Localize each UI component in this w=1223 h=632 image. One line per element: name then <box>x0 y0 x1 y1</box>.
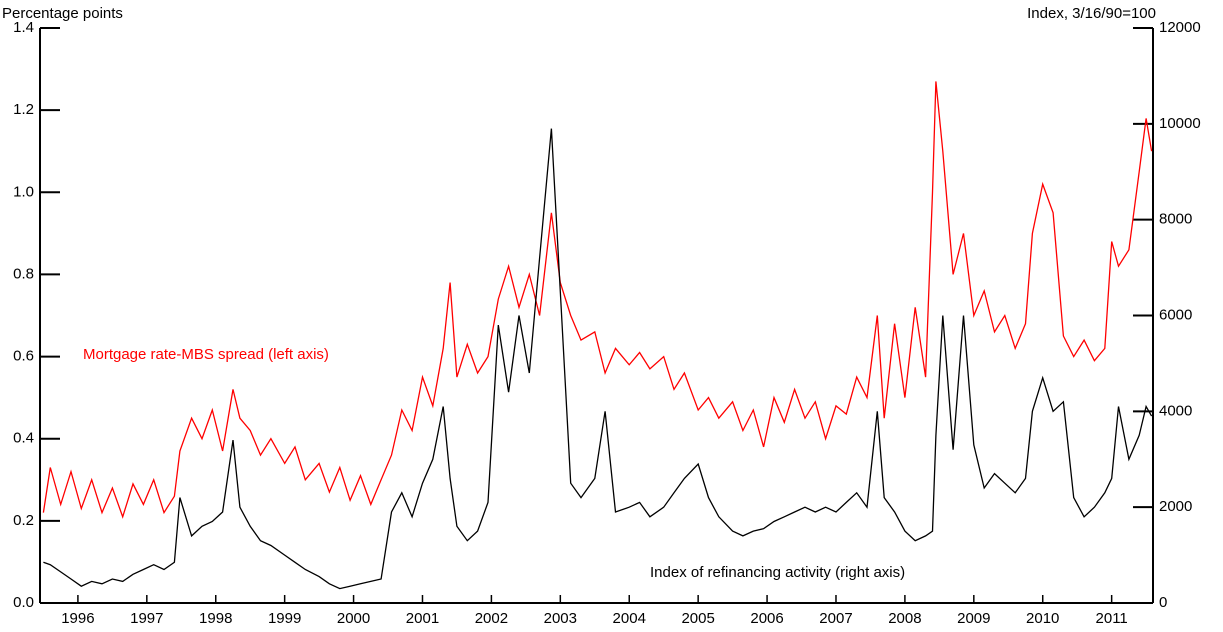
x-tick-label: 2008 <box>888 610 921 627</box>
y2-axis-label: Index, 3/16/90=100 <box>1027 5 1156 22</box>
y-tick-label: 1.4 <box>13 19 34 36</box>
x-tick-label: 2006 <box>750 610 783 627</box>
series-label: Mortgage rate-MBS spread (left axis) <box>83 346 329 363</box>
y-tick-label: 0.8 <box>13 265 34 282</box>
y-tick-label: 0.2 <box>13 512 34 529</box>
x-tick-label: 2003 <box>544 610 577 627</box>
x-tick-label: 2009 <box>957 610 990 627</box>
y2-tick-label: 6000 <box>1159 306 1192 323</box>
y2-tick-label: 12000 <box>1159 19 1201 36</box>
x-tick-label: 2011 <box>1096 610 1128 627</box>
y2-tick-label: 2000 <box>1159 498 1192 515</box>
x-tick-label: 2005 <box>681 610 714 627</box>
x-tick-label: 1999 <box>268 610 301 627</box>
x-tick-label: 2004 <box>613 610 646 627</box>
y2-tick-label: 0 <box>1159 594 1167 611</box>
x-tick-label: 2001 <box>406 610 439 627</box>
series-line <box>43 128 1153 590</box>
y-axis-label: Percentage points <box>2 5 123 22</box>
y-tick-label: 0.4 <box>13 430 34 447</box>
y2-tick-label: 8000 <box>1159 211 1192 228</box>
y2-tick-label: 4000 <box>1159 402 1192 419</box>
x-tick-label: 2010 <box>1026 610 1059 627</box>
x-tick-label: 1997 <box>130 610 163 627</box>
y-tick-label: 1.0 <box>13 183 34 200</box>
y-tick-label: 0.6 <box>13 348 34 365</box>
y2-tick-label: 10000 <box>1159 115 1201 132</box>
x-tick-label: 1996 <box>61 610 94 627</box>
x-tick-label: 2002 <box>475 610 508 627</box>
series-label: Index of refinancing activity (right axi… <box>650 564 905 581</box>
x-tick-label: 1998 <box>199 610 232 627</box>
y-tick-label: 1.2 <box>13 101 34 118</box>
y-tick-label: 0.0 <box>13 594 34 611</box>
x-tick-label: 2007 <box>819 610 852 627</box>
series-line <box>42 81 1153 519</box>
x-tick-label: 2000 <box>337 610 370 627</box>
